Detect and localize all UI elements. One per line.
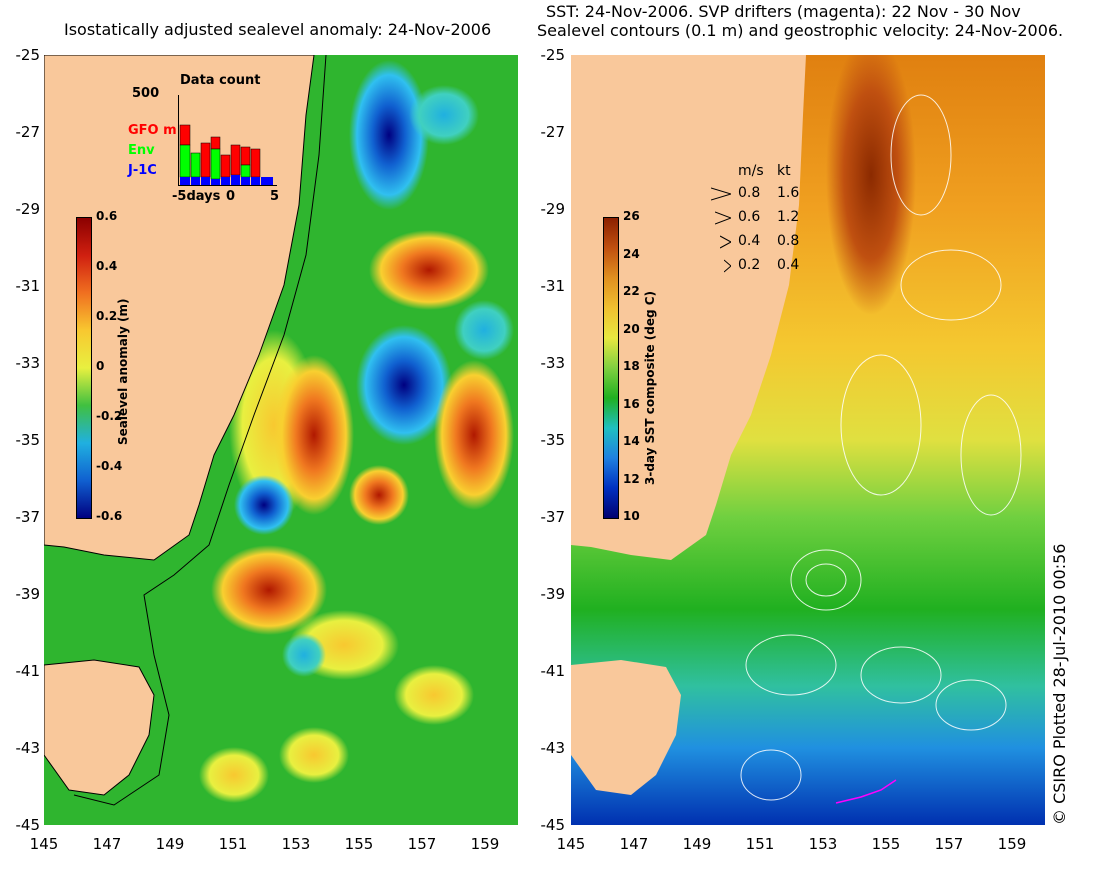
left-x-tick: 147 bbox=[92, 835, 122, 853]
right-x-tick: 157 bbox=[934, 835, 964, 853]
sst-colorbar-tick: 14 bbox=[623, 434, 640, 448]
left-x-tick: 155 bbox=[344, 835, 374, 853]
sealevel-colorbar-tick: 0 bbox=[96, 359, 105, 373]
sealevel-colorbar-tick: -0.4 bbox=[96, 459, 123, 473]
data-count-axes bbox=[178, 95, 277, 186]
sealevel-colorbar bbox=[76, 217, 92, 519]
left-y-tick: -25 bbox=[15, 46, 41, 64]
velocity-kt-value: 1.2 bbox=[777, 209, 800, 225]
right-y-tick: -27 bbox=[540, 123, 566, 141]
sst-colorbar-tick: 12 bbox=[623, 471, 640, 486]
data-count-xlabel-right: 5 bbox=[270, 189, 280, 204]
right-y-tick: -43 bbox=[540, 739, 566, 757]
left-y-tick: -33 bbox=[15, 354, 41, 372]
sealevel-colorbar-tick: 0.2 bbox=[96, 309, 118, 323]
left-map-title: Isostatically adjusted sealevel anomaly:… bbox=[64, 20, 492, 39]
sst-map[interactable]: m/s kt 0.8 1.6 0.6 1.2 0.4 0.8 0.2 0.4 26 24 22 20… bbox=[571, 55, 1045, 825]
left-y-tick: -41 bbox=[15, 662, 41, 680]
australia-mainland-right bbox=[571, 55, 806, 560]
right-x-tick: 159 bbox=[997, 835, 1027, 853]
right-y-tick: -25 bbox=[540, 46, 566, 64]
data-count-bars bbox=[179, 124, 273, 185]
sealevel-colorbar-tick: -0.6 bbox=[96, 509, 123, 523]
left-x-tick: 159 bbox=[470, 835, 500, 853]
data-count-inset: Data count 500 bbox=[128, 73, 288, 223]
velocity-kt-value: 1.6 bbox=[777, 185, 800, 201]
right-x-tick: 147 bbox=[619, 835, 649, 853]
velocity-arrow-icon bbox=[711, 187, 731, 201]
sst-colorbar-tick: 24 bbox=[623, 246, 640, 261]
velocity-legend-header-ms: m/s bbox=[738, 163, 764, 179]
left-y-tick: -37 bbox=[15, 508, 41, 526]
left-x-tick: 151 bbox=[218, 835, 248, 853]
right-y-tick: -35 bbox=[540, 431, 566, 449]
tasmania bbox=[44, 659, 155, 796]
data-count-title: Data count bbox=[180, 73, 261, 88]
right-y-tick: -33 bbox=[540, 354, 566, 372]
left-y-tick: -29 bbox=[15, 200, 41, 218]
right-y-tick: -31 bbox=[540, 277, 566, 295]
right-map-title-line1: SST: 24-Nov-2006. SVP drifters (magenta)… bbox=[546, 2, 1021, 21]
sealevel-colorbar-tick: -0.2 bbox=[96, 409, 123, 423]
legend-env: Env bbox=[128, 143, 155, 158]
velocity-kt-value: 0.8 bbox=[777, 233, 800, 249]
csiro-credit: © CSIRO Plotted 28-Jul-2010 00:56 bbox=[1050, 543, 1069, 825]
left-y-tick: -39 bbox=[15, 585, 41, 603]
velocity-ms-value: 0.2 bbox=[738, 257, 761, 273]
left-x-tick: 145 bbox=[29, 835, 59, 853]
tasmania-right bbox=[571, 660, 681, 795]
sst-field bbox=[571, 55, 1045, 825]
sealevel-anomaly-field bbox=[44, 55, 518, 825]
velocity-arrow-icon bbox=[724, 259, 731, 273]
sealevel-colorbar-tick: 0.6 bbox=[96, 209, 118, 223]
left-x-tick: 153 bbox=[281, 835, 311, 853]
velocity-kt-value: 0.4 bbox=[777, 257, 800, 273]
right-x-tick: 155 bbox=[871, 835, 901, 853]
svp-drifter-track bbox=[835, 779, 897, 804]
sst-colorbar-tick: 20 bbox=[623, 321, 640, 336]
velocity-ms-value: 0.4 bbox=[738, 233, 761, 249]
sst-colorbar-tick: 18 bbox=[623, 359, 640, 373]
left-y-tick: -35 bbox=[15, 431, 41, 449]
right-y-tick: -41 bbox=[540, 662, 566, 680]
right-y-tick: -39 bbox=[540, 585, 566, 603]
velocity-ms-value: 0.6 bbox=[738, 209, 761, 225]
velocity-arrow-icon bbox=[715, 211, 731, 225]
sst-colorbar bbox=[603, 217, 619, 519]
velocity-ms-value: 0.8 bbox=[738, 185, 761, 201]
left-x-tick: 149 bbox=[155, 835, 185, 853]
right-y-tick: -29 bbox=[540, 200, 566, 218]
left-y-tick: -27 bbox=[15, 123, 41, 141]
legend-gfo: GFO m bbox=[128, 123, 177, 138]
right-x-tick: 149 bbox=[682, 835, 712, 853]
sst-colorbar-label: 3-day SST composite (deg C) bbox=[643, 290, 657, 485]
left-y-tick: -43 bbox=[15, 739, 41, 757]
sealevel-contours bbox=[740, 94, 1022, 801]
left-y-tick: -31 bbox=[15, 277, 41, 295]
right-map-title-line2: Sealevel contours (0.1 m) and geostrophi… bbox=[537, 21, 1064, 40]
right-x-tick: 145 bbox=[556, 835, 586, 853]
sst-colorbar-tick: 10 bbox=[623, 509, 640, 523]
right-y-tick: -45 bbox=[540, 816, 566, 834]
velocity-legend-header-kt: kt bbox=[777, 163, 791, 179]
data-count-xlabel-mid: 0 bbox=[226, 189, 236, 204]
sst-colorbar-tick: 26 bbox=[623, 209, 640, 223]
sst-colorbar-tick: 22 bbox=[623, 284, 640, 298]
right-x-tick: 153 bbox=[808, 835, 838, 853]
legend-j1c: J-1C bbox=[128, 163, 157, 178]
velocity-legend: m/s kt 0.8 1.6 0.6 1.2 0.4 0.8 0.2 0.4 bbox=[707, 163, 827, 273]
velocity-arrow-icon bbox=[720, 235, 731, 249]
sealevel-colorbar-label: Sealevel anomaly (m) bbox=[116, 298, 130, 445]
sst-colorbar-tick: 16 bbox=[623, 396, 640, 411]
sealevel-colorbar-tick: 0.4 bbox=[96, 259, 118, 273]
right-y-tick: -37 bbox=[540, 508, 566, 526]
left-x-tick: 157 bbox=[407, 835, 437, 853]
sealevel-anomaly-map[interactable]: Data count 500 bbox=[44, 55, 518, 825]
left-y-tick: -45 bbox=[15, 816, 41, 834]
data-count-xlabel-left: -5days bbox=[172, 189, 221, 204]
right-x-tick: 151 bbox=[745, 835, 775, 853]
data-count-ymax: 500 bbox=[132, 86, 160, 101]
